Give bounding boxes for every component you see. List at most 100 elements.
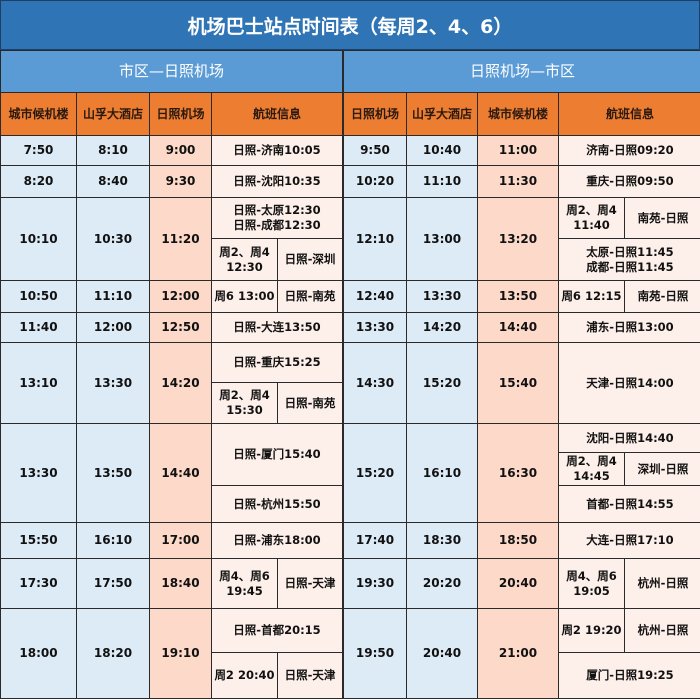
flight-info: 日照-厦门15:40 — [212, 424, 343, 486]
departure-time: 10:20 — [344, 166, 407, 198]
departure-time: 19:50 — [344, 609, 407, 699]
departure-time: 8:20 — [1, 166, 77, 198]
flight-info: 日照-杭州15:50 — [212, 486, 343, 523]
flight-days: 周2、周4 11:40 — [559, 198, 625, 239]
flight-days: 周2 20:40 — [212, 653, 278, 699]
departure-time: 13:50 — [478, 281, 559, 313]
departure-time: 18:40 — [150, 559, 212, 609]
departure-time: 11:00 — [478, 136, 559, 166]
flight-days: 周4、周6 19:45 — [212, 559, 278, 609]
departure-time: 13:30 — [407, 281, 478, 313]
departure-time: 11:10 — [77, 281, 150, 313]
flight-route: 杭州-日照 — [625, 609, 700, 653]
departure-time: 15:20 — [344, 424, 407, 523]
flight-info: 浦东-日照13:00 — [559, 313, 700, 343]
departure-time: 15:20 — [407, 343, 478, 424]
departure-time: 21:00 — [478, 609, 559, 699]
departure-time: 9:00 — [150, 136, 212, 166]
flight-route: 日照-南苑 — [278, 383, 343, 424]
flight-info: 太原-日照11:45 成都-日照11:45 — [559, 239, 700, 281]
departure-time: 13:00 — [407, 198, 478, 281]
flight-info: 重庆-日照09:50 — [559, 166, 700, 198]
column-header: 日照机场 — [150, 93, 212, 136]
column-header: 日照机场 — [344, 93, 407, 136]
section-header-row: 市区—日照机场 — [1, 51, 343, 93]
departure-time: 9:30 — [150, 166, 212, 198]
flight-days: 周6 13:00 — [212, 281, 278, 313]
column-header: 城市候机楼 — [1, 93, 77, 136]
departure-time: 12:50 — [150, 313, 212, 343]
flight-days: 周2、周4 15:30 — [212, 383, 278, 424]
flight-route: 南苑-日照 — [625, 198, 700, 239]
departure-time: 10:30 — [77, 198, 150, 281]
departure-time: 16:10 — [407, 424, 478, 523]
flight-days: 周2 19:20 — [559, 609, 625, 653]
departure-time: 9:50 — [344, 136, 407, 166]
departure-time: 15:40 — [478, 343, 559, 424]
departure-time: 17:40 — [344, 523, 407, 559]
column-header: 航班信息 — [212, 93, 343, 136]
departure-time: 13:30 — [344, 313, 407, 343]
flight-info: 首都-日照14:55 — [559, 486, 700, 523]
departure-time: 14:20 — [407, 313, 478, 343]
departure-time: 18:50 — [478, 523, 559, 559]
flight-info: 日照-浦东18:00 — [212, 523, 343, 559]
departure-time: 13:10 — [1, 343, 77, 424]
departure-time: 12:40 — [344, 281, 407, 313]
departure-time: 18:00 — [1, 609, 77, 699]
departure-time: 12:10 — [344, 198, 407, 281]
flight-days: 周6 12:15 — [559, 281, 625, 313]
departure-time: 14:40 — [478, 313, 559, 343]
column-header-row: 日照机场山孚大酒店城市候机楼航班信息 — [344, 93, 700, 136]
departure-time: 13:20 — [478, 198, 559, 281]
departure-time: 17:50 — [77, 559, 150, 609]
column-header: 山孚大酒店 — [407, 93, 478, 136]
column-header: 城市候机楼 — [478, 93, 559, 136]
flight-info: 厦门-日照19:25 — [559, 653, 700, 699]
departure-time: 8:40 — [77, 166, 150, 198]
departure-time: 10:40 — [407, 136, 478, 166]
timetable-title: 机场巴士站点时间表（每周2、4、6） — [0, 0, 700, 50]
flight-info: 日照-沈阳10:35 — [212, 166, 343, 198]
flight-days: 周2、周4 14:45 — [559, 453, 625, 486]
flight-days: 周2、周4 12:30 — [212, 239, 278, 281]
flight-info: 济南-日照09:20 — [559, 136, 700, 166]
section-title: 市区—日照机场 — [1, 51, 343, 93]
departure-time: 15:50 — [1, 523, 77, 559]
flight-route: 日照-天津 — [278, 559, 343, 609]
departure-time: 10:50 — [1, 281, 77, 313]
departure-time: 16:30 — [478, 424, 559, 523]
column-header-row: 城市候机楼山孚大酒店日照机场航班信息 — [1, 93, 343, 136]
flight-info: 天津-日照14:00 — [559, 343, 700, 424]
flight-days: 周4、周6 19:05 — [559, 559, 625, 609]
flight-route: 日照-深圳 — [278, 239, 343, 281]
flight-info: 大连-日照17:10 — [559, 523, 700, 559]
flight-route: 杭州-日照 — [625, 559, 700, 609]
departure-time: 8:10 — [77, 136, 150, 166]
departure-time: 19:10 — [150, 609, 212, 699]
departure-time: 14:20 — [150, 343, 212, 424]
departure-time: 19:30 — [344, 559, 407, 609]
departure-time: 16:10 — [77, 523, 150, 559]
departure-time: 17:00 — [150, 523, 212, 559]
departure-time: 20:40 — [407, 609, 478, 699]
flight-route: 南苑-日照 — [625, 281, 700, 313]
flight-info: 日照-重庆15:25 — [212, 343, 343, 383]
departure-time: 14:30 — [344, 343, 407, 424]
